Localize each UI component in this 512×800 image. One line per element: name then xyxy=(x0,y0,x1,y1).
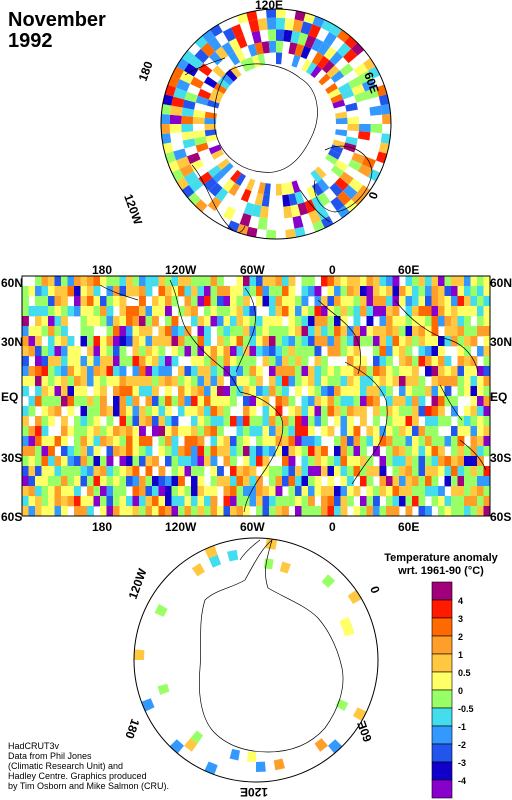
legend-swatch xyxy=(431,689,453,709)
map-lat-right-3: 30S xyxy=(490,451,511,465)
legend-title: Temperature anomaly wrt. 1961-90 (°C) xyxy=(370,552,512,578)
legend-swatch xyxy=(431,743,453,763)
legend-swatch xyxy=(431,725,453,745)
map-lat-left-2: EQ xyxy=(1,390,18,404)
legend-swatch xyxy=(431,761,453,781)
map-lat-left-1: 30N xyxy=(1,335,23,349)
global-map xyxy=(21,275,491,517)
map-lat-left-4: 60S xyxy=(1,510,22,524)
legend-title-line2: wrt. 1961-90 (°C) xyxy=(398,565,484,577)
legend-tick-label: -1 xyxy=(458,722,466,732)
legend-tick-label: -4 xyxy=(458,776,466,786)
title-year: 1992 xyxy=(8,30,53,52)
np-label-right: 60E xyxy=(361,70,381,95)
map-lon-bottom-1: 120W xyxy=(165,520,197,534)
sp-label-upper-right: 0 xyxy=(367,584,383,595)
legend-tick-label: -2 xyxy=(458,740,466,750)
map-lat-right-2: EQ xyxy=(490,390,507,404)
map-lon-top-1: 120W xyxy=(165,263,197,277)
map-lat-right-0: 60N xyxy=(490,276,512,290)
legend-colorbar: 4 3 2 1 0.5 0 -0.5 -1 -2 -3 -4 xyxy=(431,581,474,799)
map-lon-top-3: 0 xyxy=(329,263,336,277)
sp-label-upper-left: 120W xyxy=(126,566,150,601)
legend-tick-label: 3 xyxy=(458,614,463,624)
legend-swatch xyxy=(431,671,453,691)
north-polar-map xyxy=(160,8,392,240)
map-lat-left-0: 60N xyxy=(1,276,23,290)
legend-tick-label: 2 xyxy=(458,632,463,642)
global-map-frame xyxy=(21,275,491,517)
legend-tick-label: 0 xyxy=(458,686,463,696)
legend-swatch xyxy=(431,779,453,799)
map-title: November 1992 xyxy=(8,10,106,52)
legend-tick-label: 1 xyxy=(458,650,463,660)
south-polar-border xyxy=(133,537,379,783)
credits-line1: HadCRUT3v xyxy=(8,741,60,751)
north-polar-border xyxy=(160,8,392,240)
legend-swatch xyxy=(431,635,453,655)
credits: HadCRUT3v Data from Phil Jones (Climatic… xyxy=(8,741,169,791)
title-month: November xyxy=(8,9,106,31)
legend-tick-label: 0.5 xyxy=(458,668,471,678)
map-lon-bottom-4: 60E xyxy=(398,520,419,534)
np-label-left: 180 xyxy=(136,59,156,83)
np-label-lower-right: 0 xyxy=(366,190,382,201)
legend-swatch xyxy=(431,707,453,727)
credits-line5: by Tim Osborn and Mike Salmon (CRU). xyxy=(8,781,170,791)
map-lon-bottom-3: 0 xyxy=(329,520,336,534)
map-lon-bottom-0: 180 xyxy=(92,520,112,534)
south-polar-coastlines xyxy=(198,539,344,753)
credits-line4: Hadley Centre. Graphics produced xyxy=(8,771,147,781)
legend-swatch xyxy=(431,653,453,673)
legend-swatch xyxy=(431,617,453,637)
np-label-top: 120E xyxy=(255,0,283,12)
map-lon-top-4: 60E xyxy=(398,263,419,277)
legend-tick-label: -3 xyxy=(458,758,466,768)
np-label-lower-left: 120W xyxy=(121,192,145,227)
sp-label-lower-right: 60E xyxy=(354,719,374,744)
global-map-coastlines xyxy=(99,279,487,513)
sp-label-lower-left: 180 xyxy=(122,717,142,741)
sp-label-bottom: 120E xyxy=(240,785,268,799)
north-polar-coastlines xyxy=(184,57,373,233)
map-lon-top-2: 60W xyxy=(240,263,265,277)
credits-line2: Data from Phil Jones xyxy=(8,751,92,761)
south-polar-map xyxy=(133,537,379,783)
legend-title-line1: Temperature anomaly xyxy=(384,552,498,564)
map-lat-left-3: 30S xyxy=(1,451,22,465)
credits-line3: (Climatic Research Unit) and xyxy=(8,761,124,771)
legend-swatch xyxy=(431,581,453,601)
map-lon-bottom-2: 60W xyxy=(240,520,265,534)
map-lat-right-4: 60S xyxy=(490,510,511,524)
legend-tick-label: 4 xyxy=(458,596,463,606)
legend-tick-label: -0.5 xyxy=(458,704,474,714)
map-lat-right-1: 30N xyxy=(490,335,512,349)
map-lon-top-0: 180 xyxy=(92,263,112,277)
legend-swatch xyxy=(431,599,453,619)
